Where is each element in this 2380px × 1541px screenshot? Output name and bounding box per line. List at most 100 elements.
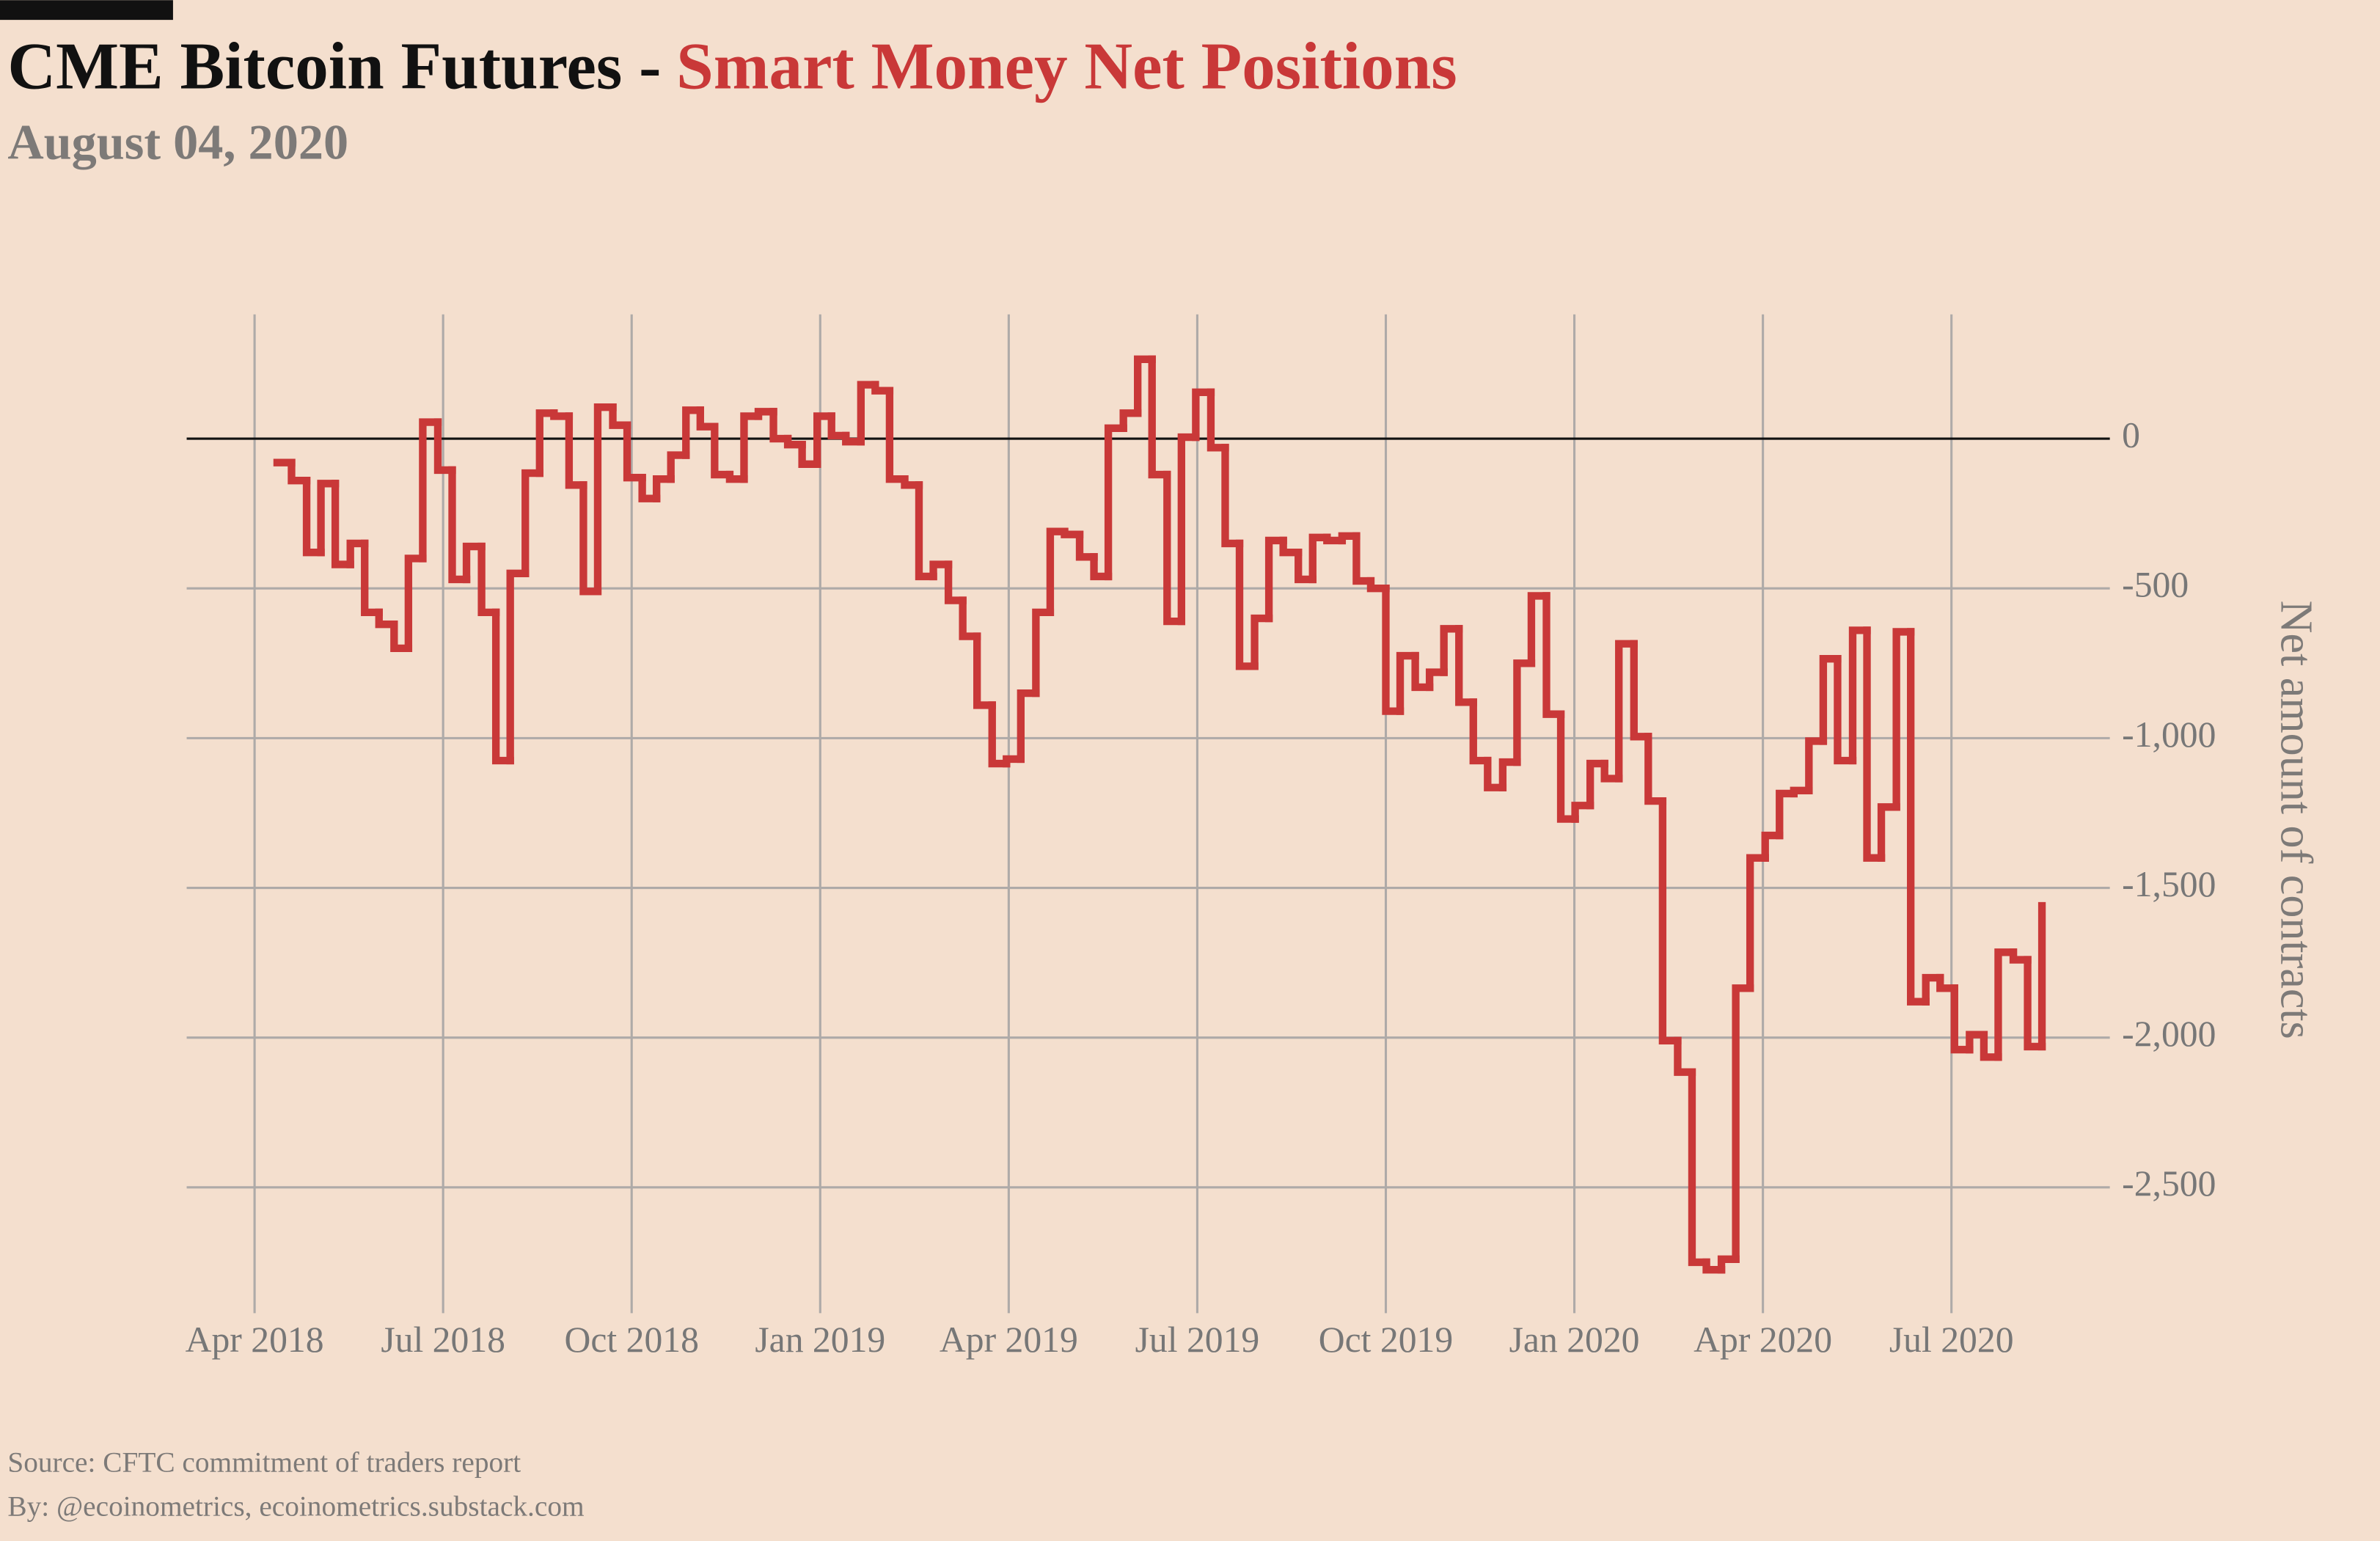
x-tick-label: Jan 2019: [755, 1319, 885, 1360]
step-segment: [2024, 956, 2046, 1051]
step-segment: [1717, 1255, 1740, 1274]
step-segment: [390, 621, 413, 653]
step-segment: [1571, 802, 1594, 823]
subtitle: August 04, 2020: [7, 114, 348, 170]
step-segment: [404, 554, 427, 653]
step-segment: [1848, 626, 1871, 765]
step-segment: [1922, 973, 1944, 1006]
step-segment: [448, 466, 471, 584]
step-segment: [1644, 733, 1667, 805]
step-segment: [1061, 527, 1084, 538]
x-tick-label: Apr 2019: [940, 1319, 1078, 1360]
y-axis-label: Net amount of contracts: [2271, 601, 2321, 1039]
step-segment: [871, 381, 894, 395]
step-segment: [652, 475, 675, 502]
step-segment: [609, 403, 631, 429]
y-tick-label: -2,500: [2122, 1163, 2216, 1204]
step-segment: [711, 422, 734, 479]
step-segment: [842, 431, 865, 446]
step-segment: [929, 560, 953, 581]
step-segment: [1892, 628, 1915, 811]
step-segment: [1776, 789, 1798, 840]
step-segment: [857, 381, 879, 446]
step-segment: [1674, 1036, 1696, 1076]
x-tick-label: Jul 2018: [381, 1319, 505, 1360]
step-segment: [915, 481, 937, 581]
y-tick-label: -1,000: [2122, 714, 2216, 755]
step-segment: [1338, 532, 1361, 545]
step-segment: [1994, 948, 2018, 1061]
step-segment: [477, 542, 500, 617]
step-segment: [317, 480, 340, 557]
step-segment: [783, 434, 806, 449]
step-segment: [1279, 536, 1303, 557]
step-segment: [1819, 655, 1842, 745]
step-segment: [1746, 854, 1769, 992]
step-segment: [331, 480, 354, 568]
corner-bar: [0, 0, 173, 21]
step-segment: [1163, 470, 1186, 626]
step-segment: [1980, 1031, 2002, 1061]
step-segment: [1513, 659, 1536, 766]
step-segment: [1382, 585, 1405, 715]
step-segment: [1352, 532, 1375, 585]
step-segment: [1498, 758, 1521, 791]
x-tick-label: Jul 2020: [1889, 1319, 2014, 1360]
step-segment: [565, 412, 587, 489]
step-segment: [302, 477, 325, 557]
step-segment: [462, 542, 486, 584]
step-segment: [1308, 533, 1331, 584]
step-segment: [1119, 409, 1142, 432]
step-segment: [1950, 984, 1974, 1054]
step-segment: [1221, 444, 1244, 548]
step-segment: [550, 409, 574, 420]
step-segment: [1134, 355, 1156, 417]
step-segment: [682, 406, 704, 459]
step-segment: [1148, 355, 1171, 479]
step-segment: [535, 409, 558, 477]
step-segment: [521, 469, 543, 577]
step-segment: [944, 560, 967, 604]
step-segment: [754, 408, 777, 420]
title-highlight: Smart Money Net Positions: [676, 29, 1457, 103]
step-segment: [638, 473, 661, 502]
step-segment: [1207, 388, 1229, 452]
step-segment: [769, 408, 792, 443]
step-segment: [959, 596, 981, 640]
step-segment: [623, 421, 646, 482]
chart-title: CME Bitcoin Futures - Smart Money Net Pos…: [7, 29, 1457, 103]
step-segment: [1411, 651, 1434, 692]
step-segment: [1425, 668, 1448, 692]
step-segment: [1761, 831, 1784, 862]
step-segment: [1003, 755, 1025, 768]
step-segment: [1235, 539, 1259, 670]
step-segment: [1615, 640, 1638, 783]
step-segment: [1542, 592, 1565, 718]
x-tick-label: Oct 2019: [1319, 1319, 1453, 1360]
step-segment: [1251, 614, 1273, 670]
step-segment: [1688, 1068, 1710, 1267]
step-segment: [419, 418, 442, 563]
y-tick-label: -500: [2122, 565, 2189, 605]
step-segment: [491, 608, 514, 765]
step-segment: [813, 412, 835, 468]
step-segment: [1264, 536, 1287, 623]
step-segment: [361, 539, 383, 617]
step-segment: [740, 412, 763, 483]
x-tick-label: Apr 2018: [186, 1319, 324, 1360]
step-segment: [1295, 549, 1317, 584]
step-segment: [1046, 527, 1069, 617]
x-tick-label: Apr 2020: [1694, 1319, 1832, 1360]
step-segment: [1600, 759, 1623, 783]
step-segment: [1075, 530, 1098, 561]
step-segment: [593, 403, 617, 596]
step-segment: [973, 632, 996, 709]
step-segment: [1104, 424, 1127, 581]
step-segment: [1877, 803, 1900, 862]
step-segment: [1906, 628, 1930, 1006]
step-segment: [1090, 553, 1113, 581]
step-segment: [1017, 689, 1040, 764]
step-segment: [1527, 592, 1550, 667]
step-segment: [579, 481, 602, 596]
step-segment: [1805, 737, 1828, 795]
